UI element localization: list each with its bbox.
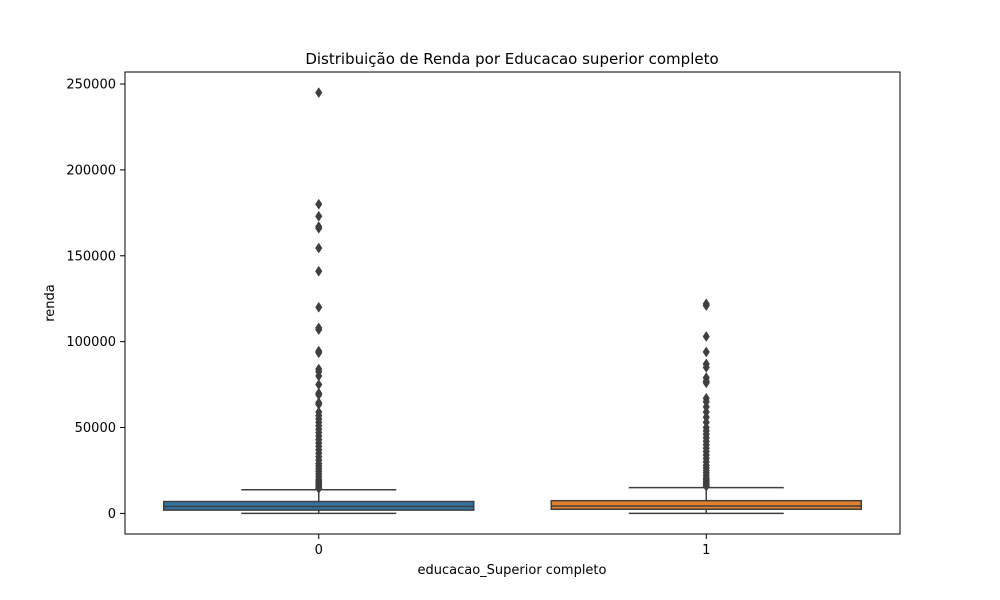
y-tick-label: 150000: [66, 249, 116, 264]
outlier-point: [315, 265, 323, 277]
y-axis-label: renda: [43, 284, 58, 322]
x-axis-label: educacao_Superior completo: [418, 563, 607, 578]
outlier-point: [702, 480, 710, 492]
y-axis: 0 50000 100000 150000 200000 250000: [66, 78, 125, 522]
y-tick-label: 50000: [75, 421, 116, 436]
x-tick-label: 0: [315, 543, 323, 558]
box-group-0: [163, 87, 475, 515]
plot-area: [163, 87, 862, 515]
outlier-point: [702, 300, 710, 312]
y-tick-label: 0: [108, 507, 116, 522]
box-iqr: [550, 499, 862, 511]
outlier-point: [702, 331, 710, 342]
outlier-point: [315, 198, 323, 210]
outlier-point: [315, 347, 323, 359]
x-tick-label: 1: [702, 543, 710, 558]
chart-title: Distribuição de Renda por Educacao super…: [305, 50, 718, 68]
outlier-point: [315, 301, 323, 313]
plot-frame: [124, 71, 901, 535]
box-group-1: [550, 298, 862, 515]
y-tick-label: 100000: [66, 335, 116, 350]
outlier-point: [315, 324, 323, 336]
outlier-point: [315, 87, 323, 99]
outlier-point: [315, 483, 323, 494]
outlier-point: [315, 222, 323, 234]
outlier-point: [702, 377, 710, 389]
outlier-point: [315, 242, 323, 254]
y-tick-label: 200000: [66, 163, 116, 178]
outlier-point: [315, 210, 323, 222]
y-tick-label: 250000: [66, 78, 116, 93]
outlier-point: [702, 346, 710, 358]
